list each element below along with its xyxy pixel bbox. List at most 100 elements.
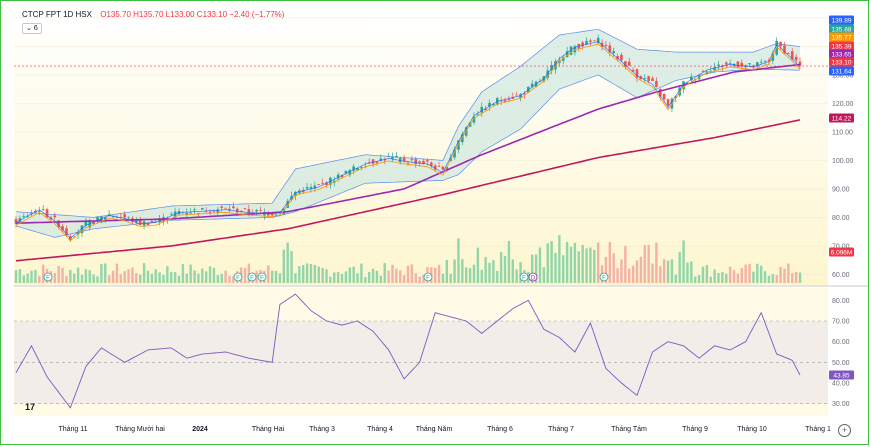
indicator-count: 6 [33, 25, 38, 32]
volume-bar [298, 266, 301, 283]
volume-bar [798, 272, 802, 283]
candle-body [686, 82, 689, 84]
volume-bar [655, 242, 658, 283]
candle-body [767, 60, 771, 62]
candle-body [472, 116, 476, 123]
candle-body [624, 61, 627, 67]
volume-bar [111, 270, 115, 283]
candle-body [569, 46, 573, 55]
candle-body [457, 140, 460, 150]
candle-body [309, 186, 313, 189]
volume-bar [577, 251, 580, 283]
volume-bar [302, 264, 305, 283]
price-label-text: 135.39 [832, 44, 852, 51]
candle-body [313, 185, 317, 189]
volume-bar [76, 267, 80, 283]
candle-body [154, 221, 158, 223]
tradingview-logo-icon[interactable]: 17 [25, 402, 36, 412]
candle-body [550, 65, 553, 71]
rsi-value-text: 43.85 [833, 373, 850, 380]
candle-body [643, 78, 647, 79]
candle-body [437, 166, 441, 167]
candle-body [208, 211, 212, 213]
volume-bar [185, 273, 188, 283]
volume-bar [550, 241, 553, 283]
event-marker-text: F [260, 276, 264, 282]
interval-label[interactable]: 1D [63, 10, 74, 19]
candle-body [232, 206, 235, 209]
event-marker-icon [233, 272, 243, 282]
candle-body [604, 44, 608, 47]
candle-body [433, 165, 437, 170]
rsi-tick-label: 70.00 [832, 319, 850, 326]
event-marker-icon [528, 272, 538, 282]
volume-bar [158, 272, 161, 283]
volume-bar [352, 266, 355, 283]
volume-bar [647, 244, 650, 283]
volume-bar [787, 263, 790, 283]
candle-body [736, 61, 740, 68]
volume-bar [344, 271, 348, 283]
candle-body [100, 216, 103, 223]
volume-bar [142, 263, 146, 283]
close-value: C133.10 [196, 10, 228, 19]
price-label-tag [829, 57, 854, 67]
candle-body [631, 69, 635, 72]
price-label-tag [829, 247, 854, 257]
volume-bar [177, 275, 181, 283]
candle-body [103, 217, 107, 221]
volume-bar [767, 275, 771, 283]
volume-bar [14, 270, 18, 283]
candle-body [651, 78, 654, 81]
candle-body [480, 106, 484, 113]
time-axis-label: Tháng 6 [487, 426, 513, 433]
time-axis-label: Tháng Tám [611, 426, 647, 433]
volume-bar [329, 276, 332, 283]
volume-bar [22, 275, 25, 283]
volume-bar [127, 269, 130, 283]
candle-body [375, 161, 379, 164]
candle-body [724, 62, 728, 65]
price-label-text: 133.65 [832, 52, 852, 59]
candle-body [224, 207, 227, 209]
candle-body [558, 60, 561, 64]
candle-body [26, 216, 29, 218]
volume-bar [465, 267, 468, 283]
candle-body [387, 155, 390, 157]
volume-bar [728, 266, 732, 283]
candle-body [523, 93, 526, 95]
ma-long-line [15, 119, 801, 262]
event-marker-text: F [250, 276, 254, 282]
volume-bar [270, 270, 274, 283]
volume-bar [201, 268, 204, 283]
add-panel-button[interactable]: + [838, 424, 851, 437]
time-axis-label: Tháng 3 [309, 426, 335, 433]
candle-body [655, 80, 658, 87]
volume-bar [445, 259, 449, 283]
symbol-name[interactable]: CTCP FPT [22, 10, 61, 19]
candle-body [72, 236, 76, 238]
candle-body [554, 61, 557, 70]
volume-bar [585, 248, 588, 283]
candle-body [352, 166, 355, 171]
volume-bar [309, 264, 313, 283]
candle-body [763, 60, 767, 62]
volume-bar [437, 264, 441, 283]
indicator-toggle[interactable]: ⌄ 6 [22, 23, 42, 34]
candle-body [247, 209, 251, 213]
candle-body [356, 167, 359, 171]
candle-body [717, 64, 720, 66]
candle-body [212, 211, 216, 213]
candle-body [402, 157, 406, 162]
candle-body [783, 45, 786, 54]
volume-bar [26, 273, 29, 283]
volume-bar [674, 274, 678, 283]
volume-bar [628, 268, 631, 283]
volume-bar [73, 273, 76, 283]
candle-body [752, 65, 755, 68]
volume-bar [204, 271, 208, 283]
volume-bar [620, 259, 623, 283]
volume-bar [662, 259, 666, 283]
volume-bar [348, 267, 351, 283]
